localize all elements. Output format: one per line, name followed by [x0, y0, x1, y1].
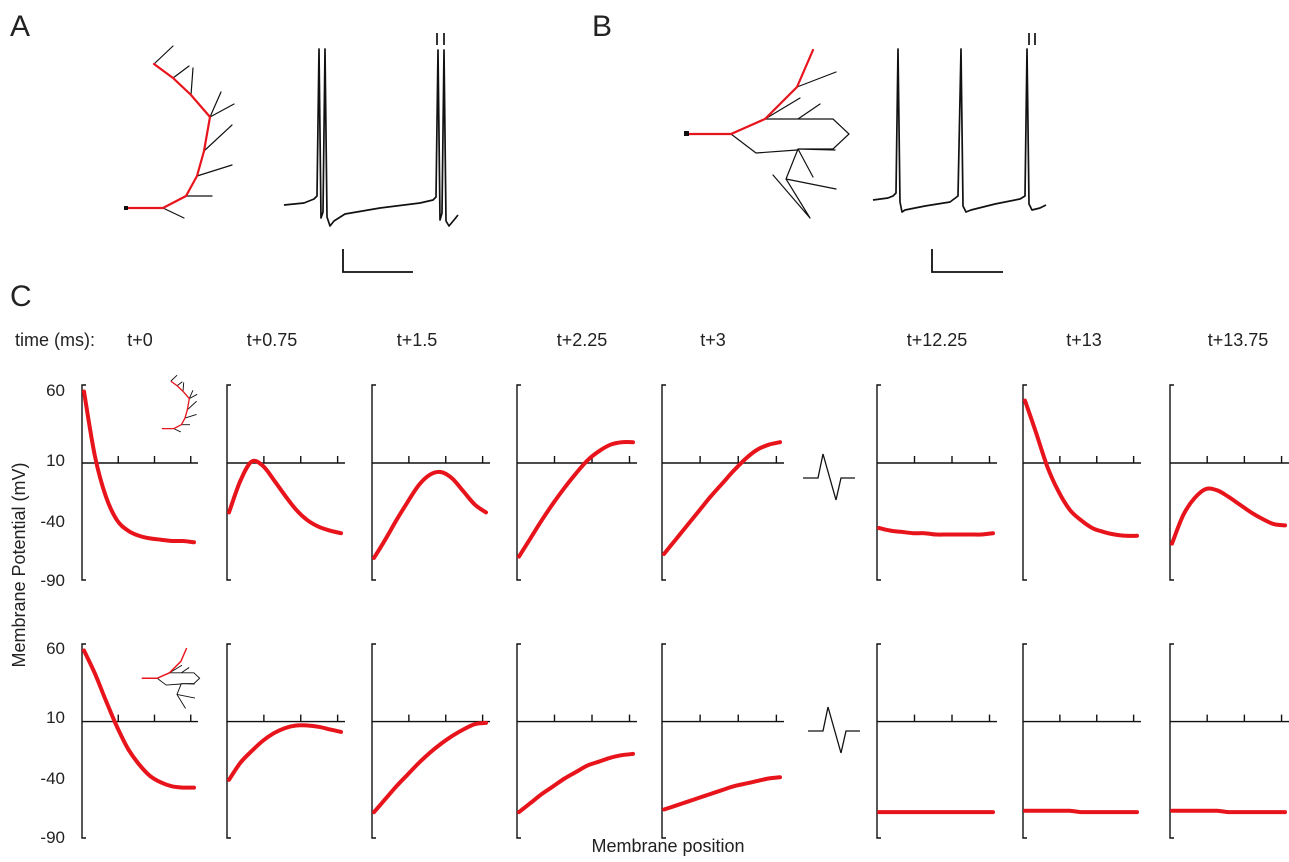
y-axis-line	[661, 384, 666, 581]
subplots	[81, 384, 1289, 839]
y-axis-line	[371, 384, 376, 581]
x-axis-title: Membrane position	[591, 836, 744, 856]
y-axis-line	[516, 643, 521, 839]
voltage-trace-a	[283, 48, 459, 227]
subplot-r2-c8	[1169, 643, 1289, 839]
time-labels: t+0 t+0.75 t+1.5 t+2.25 t+3 t+12.25 t+13 t+13.7…	[127, 330, 1268, 350]
membrane-potential-curve	[82, 648, 196, 790]
subplot-r1-c4	[516, 384, 637, 581]
subplot-r1-c1	[81, 384, 198, 581]
ytick-bottom-minus40: -40	[40, 769, 65, 788]
y-axis-line	[81, 384, 86, 581]
y-axis-line	[876, 384, 881, 581]
time-label-2: t+1.5	[397, 330, 438, 350]
y-axis-line	[226, 643, 231, 839]
time-label-0: t+0	[127, 330, 153, 350]
membrane-potential-curve	[877, 526, 995, 537]
membrane-potential-curve	[1023, 398, 1139, 538]
y-axis-line	[1169, 643, 1174, 839]
y-axis-line	[81, 643, 86, 839]
ytick-bottom-60: 60	[46, 639, 65, 658]
membrane-potential-curve	[227, 458, 343, 536]
soma-marker-b	[684, 131, 689, 136]
y-axis-line	[1022, 384, 1027, 581]
subplot-r2-c4	[516, 643, 637, 839]
subplot-r1-c2	[226, 384, 345, 581]
subplot-r2-c3	[371, 643, 490, 839]
y-axis-line	[226, 384, 231, 581]
membrane-potential-curve	[1023, 808, 1139, 815]
spike-markers-a	[436, 33, 445, 45]
subplot-r2-c6	[876, 643, 997, 839]
membrane-potential-curve	[372, 469, 488, 560]
subplot-r1-c7	[1022, 384, 1141, 581]
spike-gap-icon-top	[803, 453, 855, 501]
subplot-r1-c6	[876, 384, 997, 581]
y-axis-line	[1169, 384, 1174, 581]
membrane-potential-curve	[372, 720, 488, 815]
y-axis-title: Membrane Potential (mV)	[9, 462, 29, 667]
membrane-potential-curve	[1170, 808, 1287, 815]
panel-label-a: A	[10, 10, 30, 43]
time-label-7: t+13.75	[1208, 330, 1269, 350]
panel-label-b: B	[592, 10, 612, 43]
time-label-5: t+12.25	[907, 330, 968, 350]
ytick-top-60: 60	[46, 381, 65, 400]
scale-bar-b	[931, 249, 1003, 273]
subplot-r1-c8	[1169, 384, 1289, 581]
membrane-potential-curve	[82, 389, 196, 545]
y-axis-line	[876, 643, 881, 839]
ytick-top-10: 10	[46, 451, 65, 470]
time-prefix: time (ms):	[15, 330, 95, 350]
spike-markers-b	[1028, 33, 1036, 45]
panel-label-c: C	[10, 280, 32, 313]
y-axis-line	[516, 384, 521, 581]
scale-bar-a	[342, 249, 413, 273]
spike-gap-icon-bottom	[808, 706, 860, 754]
membrane-potential-curve	[517, 751, 635, 815]
subplot-r1-c5	[661, 384, 784, 581]
subplot-r2-c7	[1022, 643, 1141, 839]
subplot-r2-c1	[81, 643, 198, 839]
membrane-potential-curve	[227, 723, 343, 782]
subplot-r2-c5	[661, 643, 784, 839]
y-axis-line	[661, 643, 666, 839]
branched-dendrite-morphology	[684, 48, 850, 219]
ytick-bottom-minus90: -90	[40, 828, 65, 847]
ytick-top-minus90: -90	[40, 571, 65, 590]
linear-dendrite-morphology	[124, 45, 235, 219]
subplot-r2-c2	[226, 643, 345, 839]
time-label-3: t+2.25	[557, 330, 608, 350]
voltage-trace-b	[872, 48, 1047, 213]
y-axis-line	[371, 643, 376, 839]
ytick-bottom-10: 10	[46, 708, 65, 727]
time-label-1: t+0.75	[247, 330, 298, 350]
y-axis-line	[1022, 643, 1027, 839]
membrane-potential-curve	[1170, 486, 1287, 546]
linear-dendrite-inset	[161, 374, 198, 433]
time-label-4: t+3	[700, 330, 726, 350]
soma-marker	[124, 206, 128, 210]
membrane-potential-curve	[662, 775, 782, 812]
ytick-top-minus40: -40	[40, 512, 65, 531]
branched-dendrite-inset	[141, 647, 201, 709]
membrane-potential-curve	[517, 440, 635, 559]
time-label-6: t+13	[1066, 330, 1102, 350]
subplot-r1-c3	[371, 384, 490, 581]
membrane-potential-curve	[662, 440, 782, 556]
